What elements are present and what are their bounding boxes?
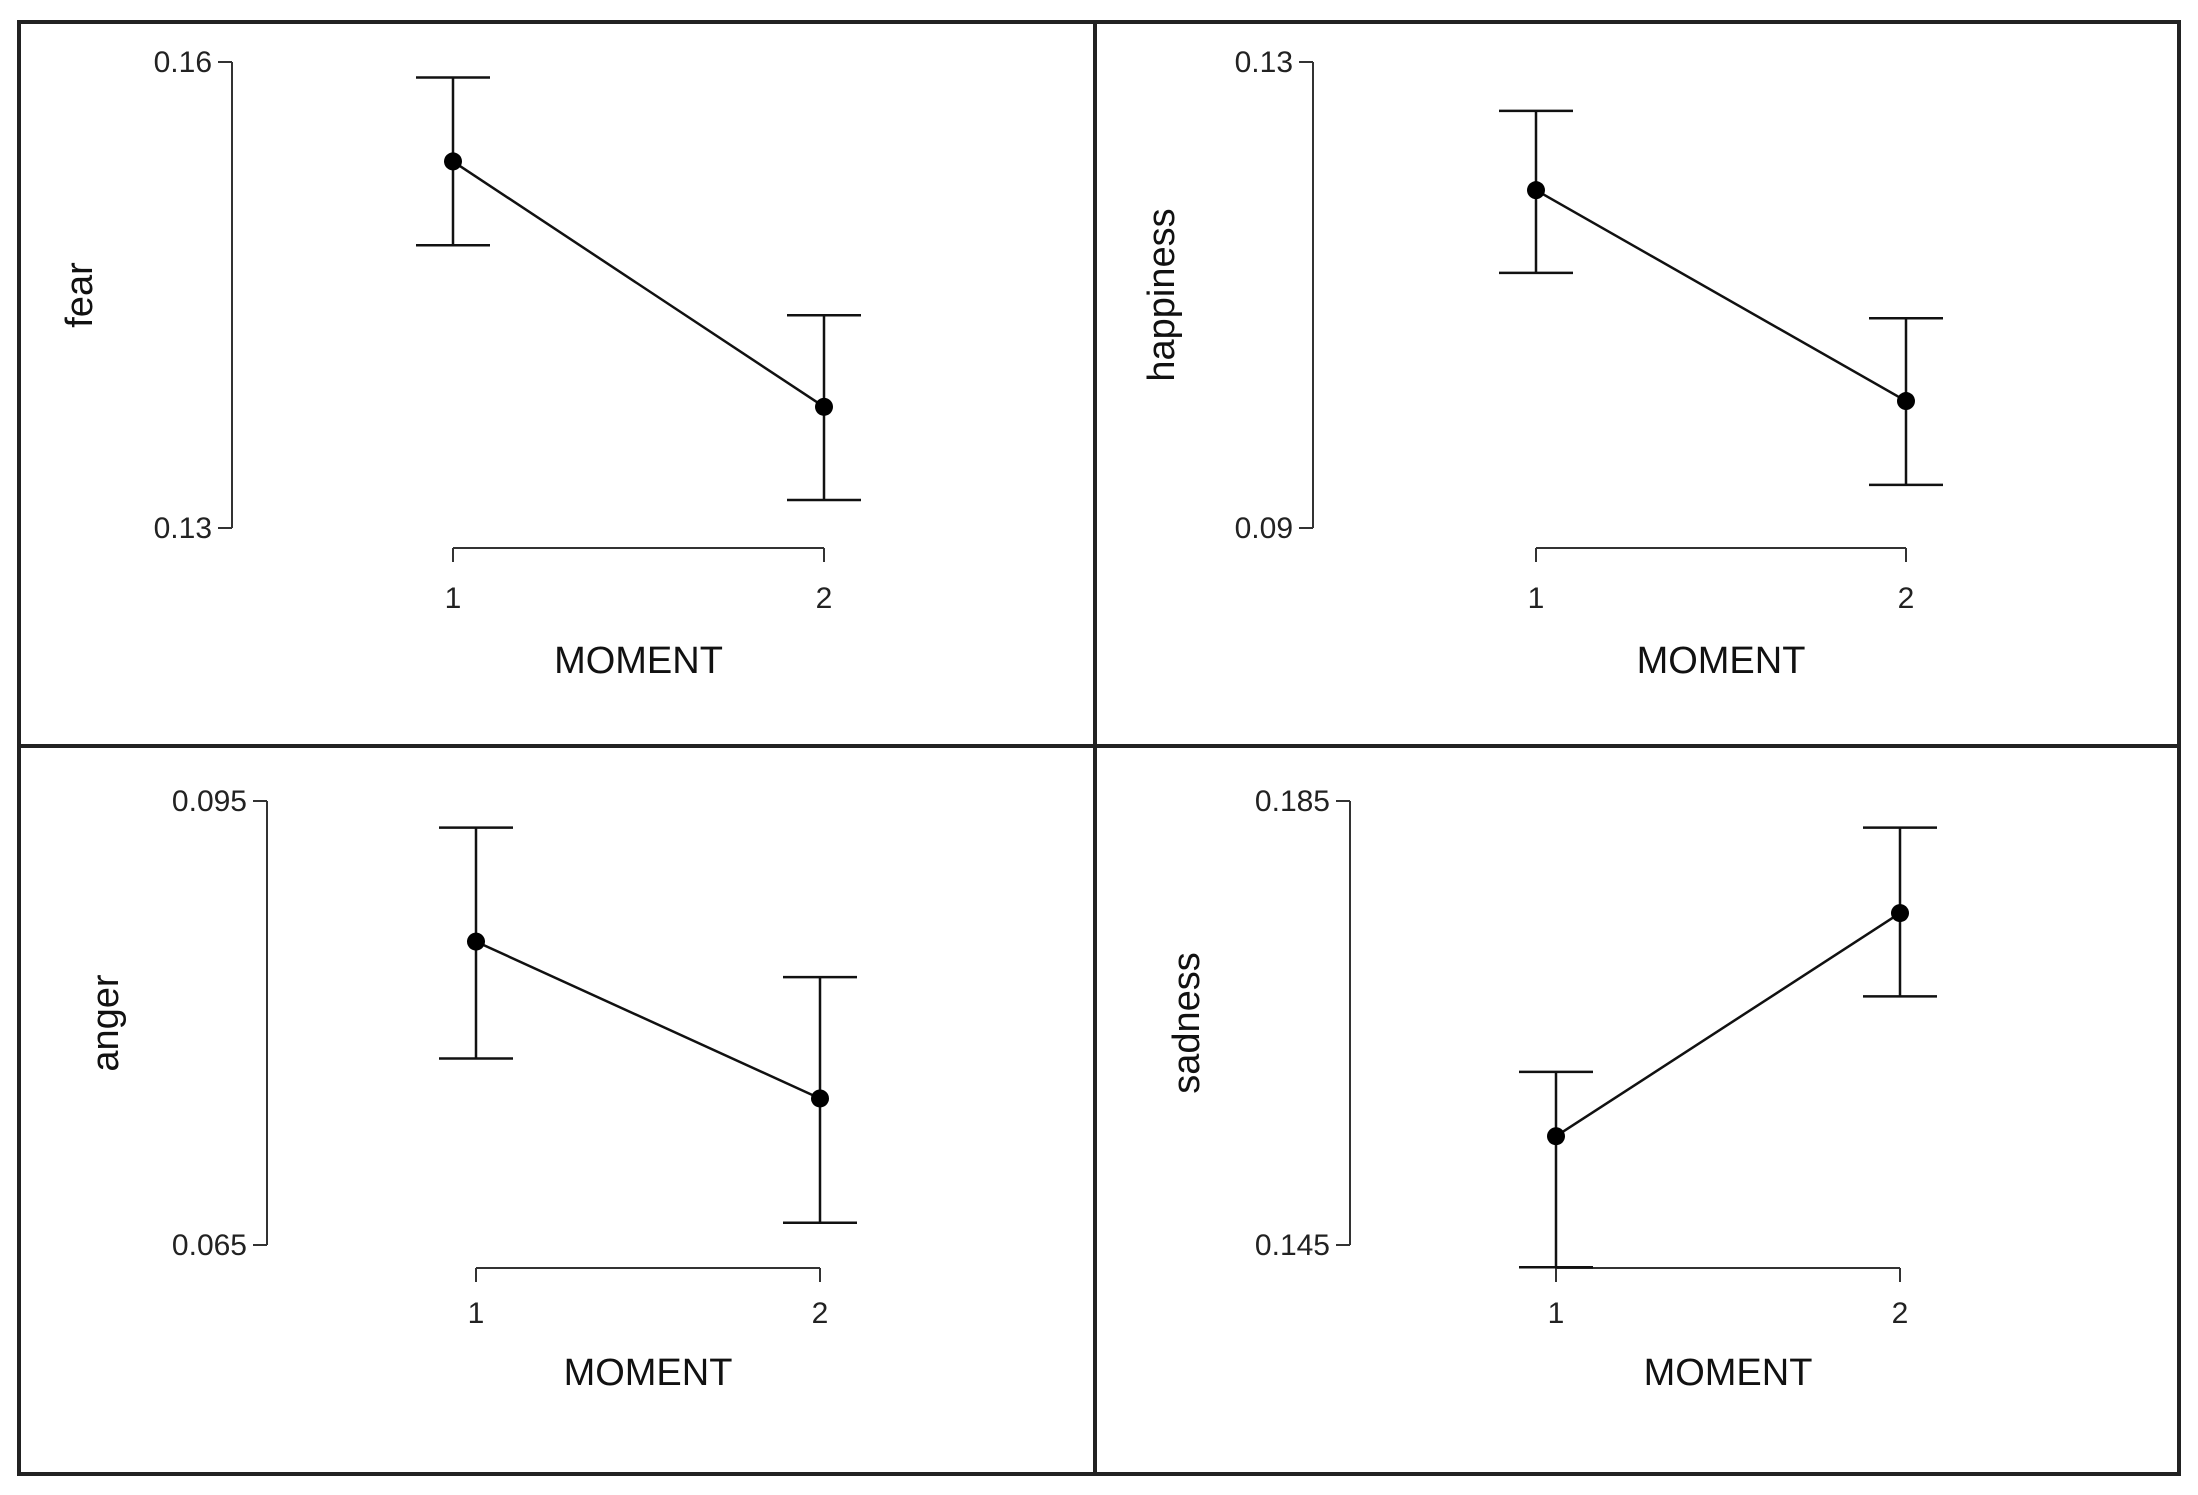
series-line	[1555, 912, 1901, 1138]
data-point	[1891, 904, 1909, 923]
x-axis-title: MOMENT	[554, 640, 723, 682]
series-line	[1535, 189, 1907, 403]
y-tick-label: 0.145	[1255, 1229, 1330, 1262]
y-tick-label: 0.13	[154, 512, 212, 545]
y-tick-label: 0.09	[1235, 512, 1293, 545]
y-axis-title: anger	[85, 974, 127, 1072]
data-point	[1527, 181, 1545, 200]
x-tick-label: 1	[1528, 582, 1545, 615]
chart-panel-sadness: 0.145 0.185 sadness 1 2 MOMENT	[1166, 785, 1937, 1394]
chart-panel-anger: 0.065 0.095 anger 1 2 MOMENT	[85, 785, 857, 1394]
chart-panel-happiness: 0.09 0.13 happiness 1 2 MOMENT	[1141, 46, 1943, 682]
x-tick-label: 2	[1898, 582, 1915, 615]
y-axis-title: fear	[59, 262, 101, 328]
x-tick-label: 1	[468, 1297, 485, 1330]
y-axis-title: sadness	[1166, 952, 1208, 1094]
data-point	[467, 932, 485, 951]
y-tick-label: 0.065	[172, 1229, 247, 1262]
y-tick-label: 0.185	[1255, 785, 1330, 818]
x-tick-label: 2	[816, 582, 833, 615]
series-line	[475, 940, 821, 1100]
chart-panel-fear: 0.13 0.16 fear 1 2 MOMENT	[59, 46, 861, 682]
data-point	[444, 152, 462, 171]
series-line	[452, 160, 825, 408]
y-tick-label: 0.16	[154, 46, 212, 79]
data-point	[1897, 392, 1915, 411]
x-tick-label: 1	[1548, 1297, 1565, 1330]
x-axis-title: MOMENT	[1644, 1352, 1813, 1394]
data-point	[811, 1089, 829, 1108]
x-axis-title: MOMENT	[1637, 640, 1806, 682]
y-tick-label: 0.13	[1235, 46, 1293, 79]
x-tick-label: 2	[812, 1297, 829, 1330]
y-tick-label: 0.095	[172, 785, 247, 818]
data-point	[815, 397, 833, 416]
x-tick-label: 2	[1892, 1297, 1909, 1330]
x-tick-label: 1	[445, 582, 462, 615]
x-axis-title: MOMENT	[564, 1352, 733, 1394]
data-point	[1547, 1127, 1565, 1146]
y-axis-title: happiness	[1141, 208, 1183, 381]
